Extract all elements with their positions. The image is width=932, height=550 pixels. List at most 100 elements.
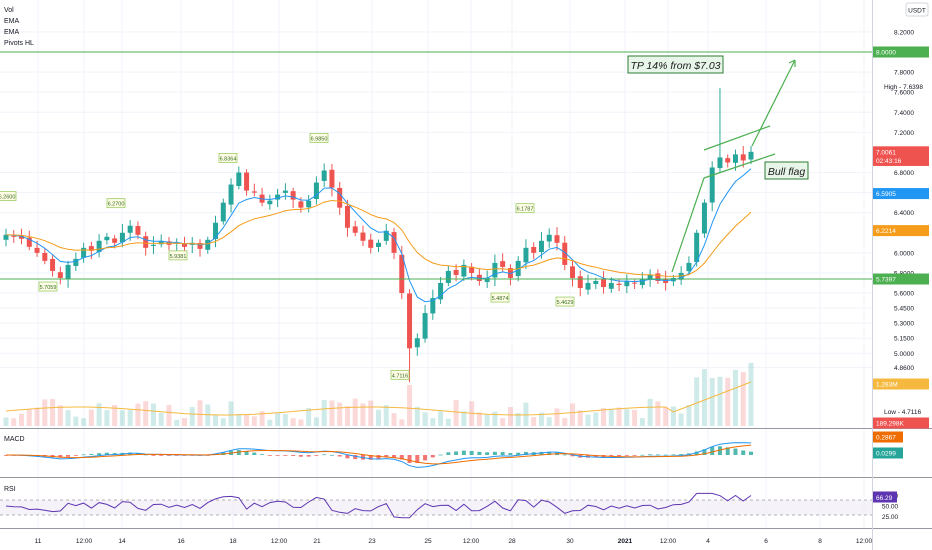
legend-vol[interactable]: Vol xyxy=(4,7,14,14)
candle-body[interactable] xyxy=(632,282,638,284)
candle-body[interactable] xyxy=(453,269,459,275)
candle-body[interactable] xyxy=(639,278,645,285)
candle-body[interactable] xyxy=(376,242,381,247)
candle-body[interactable] xyxy=(686,262,692,272)
candle-body[interactable] xyxy=(608,282,614,289)
macd-label[interactable]: MACD xyxy=(4,436,25,443)
candle-body[interactable] xyxy=(321,170,327,181)
candle-body[interactable] xyxy=(96,240,102,252)
trend-drawings[interactable] xyxy=(671,59,796,273)
candle-body[interactable] xyxy=(523,247,529,263)
candle-body[interactable] xyxy=(507,268,513,278)
candle-body[interactable] xyxy=(647,274,653,280)
candle-body[interactable] xyxy=(709,167,715,203)
candle-body[interactable] xyxy=(438,282,444,300)
candle-body[interactable] xyxy=(500,261,506,267)
candle-body[interactable] xyxy=(181,243,187,247)
candle-body[interactable] xyxy=(585,282,591,290)
candle-body[interactable] xyxy=(150,244,156,246)
candle-body[interactable] xyxy=(19,235,25,239)
candle-body[interactable] xyxy=(577,276,583,289)
candle-body[interactable] xyxy=(469,266,475,273)
candle-body[interactable] xyxy=(748,151,754,160)
candle-body[interactable] xyxy=(228,184,234,205)
candle-body[interactable] xyxy=(112,238,118,243)
candle-body[interactable] xyxy=(127,225,133,233)
candle-body[interactable] xyxy=(383,230,389,241)
indicator-legend[interactable]: Vol EMA EMA Pivots HL xyxy=(4,7,34,47)
candle-body[interactable] xyxy=(601,279,607,288)
candles-layer[interactable] xyxy=(3,88,754,383)
rsi-label[interactable]: RSI xyxy=(4,486,16,493)
candle-body[interactable] xyxy=(399,254,405,294)
flag-lower-line[interactable] xyxy=(703,153,776,179)
candle-body[interactable] xyxy=(616,283,622,285)
legend-pivots[interactable]: Pivots HL xyxy=(4,40,34,47)
candle-body[interactable] xyxy=(57,272,63,278)
candle-body[interactable] xyxy=(236,172,242,186)
candle-body[interactable] xyxy=(492,262,498,278)
candle-body[interactable] xyxy=(570,266,576,278)
candle-body[interactable] xyxy=(73,258,79,266)
candle-body[interactable] xyxy=(694,232,700,263)
candle-body[interactable] xyxy=(484,277,490,283)
candle-body[interactable] xyxy=(119,232,125,243)
candle-body[interactable] xyxy=(414,338,420,348)
candle-body[interactable] xyxy=(197,242,203,249)
candle-body[interactable] xyxy=(554,235,560,243)
candle-body[interactable] xyxy=(306,200,312,208)
candle-body[interactable] xyxy=(407,293,413,349)
candle-body[interactable] xyxy=(205,239,211,250)
candle-body[interactable] xyxy=(267,200,273,205)
candle-body[interactable] xyxy=(562,242,568,265)
candle-body[interactable] xyxy=(368,239,374,248)
candle-body[interactable] xyxy=(213,222,219,240)
candle-body[interactable] xyxy=(337,187,343,208)
candle-body[interactable] xyxy=(3,234,9,240)
candle-body[interactable] xyxy=(11,235,17,237)
bull-flag-annotation[interactable]: Bull flag xyxy=(764,161,809,180)
flagpole-line[interactable] xyxy=(671,177,705,273)
candle-body[interactable] xyxy=(298,201,304,208)
candle-body[interactable] xyxy=(65,264,71,279)
candle-body[interactable] xyxy=(546,234,552,242)
candle-body[interactable] xyxy=(538,240,544,253)
candle-body[interactable] xyxy=(360,232,366,241)
candle-body[interactable] xyxy=(422,313,428,339)
candle-body[interactable] xyxy=(725,158,731,163)
candle-body[interactable] xyxy=(50,259,56,271)
candle-body[interactable] xyxy=(313,182,319,200)
candle-body[interactable] xyxy=(34,247,40,253)
candle-body[interactable] xyxy=(717,157,723,169)
candle-body[interactable] xyxy=(655,273,661,281)
candle-body[interactable] xyxy=(143,236,149,248)
target-arrow-line[interactable] xyxy=(751,59,796,147)
tp-annotation[interactable]: TP 14% from $7.03 xyxy=(627,55,724,74)
candle-body[interactable] xyxy=(275,194,281,200)
candle-body[interactable] xyxy=(88,246,94,251)
candle-body[interactable] xyxy=(26,237,32,247)
candle-body[interactable] xyxy=(81,247,87,258)
candle-body[interactable] xyxy=(251,191,257,193)
candle-body[interactable] xyxy=(701,202,707,234)
horizontal-levels[interactable] xyxy=(0,51,872,280)
candle-body[interactable] xyxy=(42,252,48,261)
candle-body[interactable] xyxy=(104,236,110,241)
time-axis[interactable]: 11 12:00 14 16 18 12:00 21 23 25 12:00 28 30 2021 12:… xyxy=(35,538,873,545)
candle-body[interactable] xyxy=(531,247,537,253)
legend-ema-2[interactable]: EMA xyxy=(4,29,20,36)
candle-body[interactable] xyxy=(290,191,296,200)
candle-body[interactable] xyxy=(352,226,358,233)
candle-body[interactable] xyxy=(282,190,288,193)
legend-ema-1[interactable]: EMA xyxy=(4,18,20,25)
candle-body[interactable] xyxy=(445,270,451,283)
candle-body[interactable] xyxy=(391,232,397,253)
flag-upper-line[interactable] xyxy=(703,125,771,151)
candle-body[interactable] xyxy=(624,280,630,287)
candle-body[interactable] xyxy=(430,298,436,314)
candle-body[interactable] xyxy=(732,154,738,163)
candle-body[interactable] xyxy=(461,264,467,277)
candle-body[interactable] xyxy=(329,169,335,188)
candle-body[interactable] xyxy=(244,172,250,191)
